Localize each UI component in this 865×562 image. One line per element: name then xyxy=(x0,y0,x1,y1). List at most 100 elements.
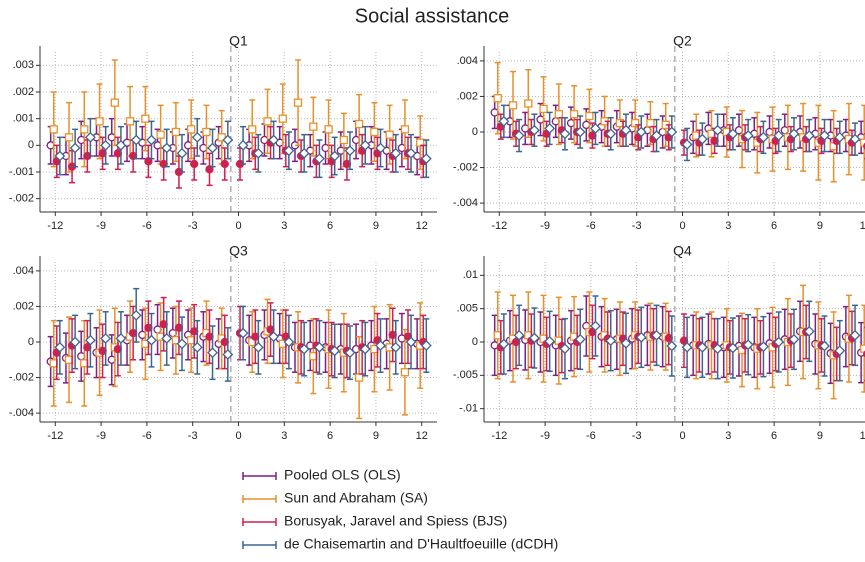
marker xyxy=(268,331,280,343)
marker xyxy=(339,135,349,145)
y-tick-label: -.001 xyxy=(9,166,34,178)
marker xyxy=(681,139,693,150)
y-tick-label: -.002 xyxy=(9,193,34,205)
marker xyxy=(539,104,548,114)
panel-title: Q3 xyxy=(229,243,248,259)
marker xyxy=(84,131,96,143)
y-tick-label: .004 xyxy=(13,265,34,277)
marker xyxy=(400,125,410,134)
marker xyxy=(309,122,318,131)
marker xyxy=(187,125,196,134)
marker xyxy=(141,114,150,123)
y-tick-label: -.004 xyxy=(9,407,34,419)
marker xyxy=(293,98,303,107)
marker xyxy=(498,115,510,127)
marker xyxy=(252,147,264,159)
marker xyxy=(651,130,662,141)
x-tick-label: 12 xyxy=(416,220,428,232)
x-tick-label: 0 xyxy=(679,430,685,442)
marker xyxy=(69,142,81,154)
y-tick-label: 0 xyxy=(472,336,478,348)
marker xyxy=(646,118,655,128)
marker xyxy=(559,128,571,140)
marker xyxy=(712,343,724,355)
marker xyxy=(191,341,203,353)
series xyxy=(498,295,865,382)
x-tick-label: 0 xyxy=(235,430,241,442)
y-tick-label: .003 xyxy=(13,59,34,71)
x-tick-label: 6 xyxy=(327,430,333,442)
marker xyxy=(69,336,81,348)
marker xyxy=(819,130,830,141)
y-tick-label: -.002 xyxy=(453,161,478,173)
panel-title: Q2 xyxy=(673,33,692,49)
y-tick-label: .005 xyxy=(457,303,478,315)
marker xyxy=(590,320,601,332)
marker xyxy=(773,130,785,141)
x-tick-label: -6 xyxy=(142,430,152,442)
marker xyxy=(100,139,112,151)
marker xyxy=(314,153,325,165)
y-tick-label: .002 xyxy=(13,86,34,98)
marker xyxy=(359,343,371,355)
marker xyxy=(758,341,769,353)
marker xyxy=(54,150,66,162)
marker xyxy=(834,345,846,357)
x-tick-label: -12 xyxy=(47,220,63,232)
marker xyxy=(161,333,173,344)
marker xyxy=(207,347,218,359)
marker xyxy=(788,128,800,140)
y-tick-label: -.01 xyxy=(459,403,478,415)
legend-item: Pooled OLS (OLS) xyxy=(242,467,401,483)
marker xyxy=(834,131,846,143)
x-tick-label: 12 xyxy=(860,430,865,442)
marker xyxy=(146,134,157,146)
marker xyxy=(298,343,310,355)
x-tick-label: 3 xyxy=(281,430,287,442)
marker xyxy=(773,336,785,348)
marker xyxy=(727,128,739,140)
x-tick-label: 9 xyxy=(817,430,823,442)
marker xyxy=(696,341,708,353)
legend-label: Sun and Abraham (SA) xyxy=(284,490,428,506)
legend-label: Pooled OLS (OLS) xyxy=(284,467,401,483)
marker xyxy=(400,368,410,377)
marker xyxy=(635,126,647,138)
x-tick-label: 9 xyxy=(817,220,823,232)
marker xyxy=(416,138,425,147)
marker xyxy=(115,139,127,151)
marker xyxy=(375,142,386,154)
x-tick-label: -3 xyxy=(188,430,198,442)
marker xyxy=(544,335,556,347)
marker xyxy=(528,124,540,136)
x-tick-label: 9 xyxy=(373,220,379,232)
marker xyxy=(696,133,708,145)
marker xyxy=(146,334,157,346)
series xyxy=(54,287,432,382)
marker xyxy=(207,142,218,154)
marker xyxy=(390,341,402,353)
marker xyxy=(574,333,586,345)
x-tick-label: -9 xyxy=(96,220,106,232)
marker xyxy=(803,325,815,337)
marker xyxy=(554,110,563,119)
marker xyxy=(130,134,142,146)
marker xyxy=(559,343,571,355)
y-tick-label: 0 xyxy=(28,336,34,348)
marker xyxy=(569,110,579,119)
marker xyxy=(631,118,640,128)
marker xyxy=(283,336,295,348)
marker xyxy=(498,338,510,350)
series xyxy=(46,303,422,388)
marker xyxy=(248,125,257,134)
marker xyxy=(176,338,188,350)
marker xyxy=(727,342,739,354)
marker xyxy=(513,130,525,141)
series xyxy=(498,104,865,162)
marker xyxy=(329,150,341,162)
marker xyxy=(344,347,356,359)
y-tick-label: 0 xyxy=(472,126,478,138)
marker xyxy=(420,153,432,165)
marker xyxy=(237,327,249,339)
marker xyxy=(385,130,394,139)
